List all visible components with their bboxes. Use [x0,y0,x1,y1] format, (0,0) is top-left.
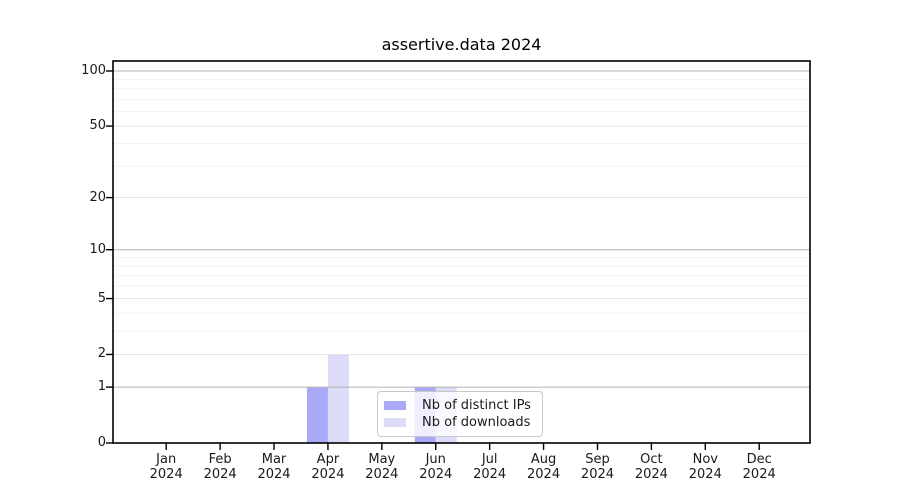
legend-label-downloads: Nb of downloads [422,415,531,430]
x-tick-label-dec: Dec 2024 [742,452,776,482]
x-tick-label-feb: Feb 2024 [203,452,237,482]
legend-label-distinct-ips: Nb of distinct IPs [422,398,531,413]
bar-distinct-ips-apr [306,387,328,443]
plot-frame [112,60,811,444]
bar-downloads-apr [327,354,349,443]
x-tick-label-jul: Jul 2024 [473,452,507,482]
x-tick-label-sep: Sep 2024 [580,452,615,482]
y-tick-label-2: 2 [97,346,106,362]
y-tick-label-5: 5 [97,290,106,306]
legend-swatch-downloads [384,418,406,427]
y-tick-label-10: 10 [89,241,106,257]
y-tick-label-1: 1 [97,379,106,395]
y-tick-label-20: 20 [89,189,106,205]
legend-item-distinct-ips: Nb of distinct IPs [384,397,534,414]
y-tick-label-100: 100 [81,62,106,78]
legend: Nb of distinct IPs Nb of downloads [377,391,543,437]
x-tick-label-aug: Aug 2024 [527,452,561,482]
y-tick-label-0: 0 [97,435,106,450]
legend-swatch-distinct-ips [384,401,406,410]
y-tick-label-50: 50 [89,118,106,134]
x-tick-label-jan: Jan 2024 [149,452,183,482]
legend-item-downloads: Nb of downloads [384,414,534,431]
x-tick-label-jun: Jun 2024 [419,452,453,482]
x-tick-label-nov: Nov 2024 [688,452,722,482]
x-tick-label-mar: Mar 2024 [257,452,291,482]
chart-title: assertive.data 2024 [381,35,542,54]
x-tick-label-may: May 2024 [365,452,399,482]
x-tick-label-oct: Oct 2024 [634,452,668,482]
x-tick-label-apr: Apr 2024 [311,452,345,482]
